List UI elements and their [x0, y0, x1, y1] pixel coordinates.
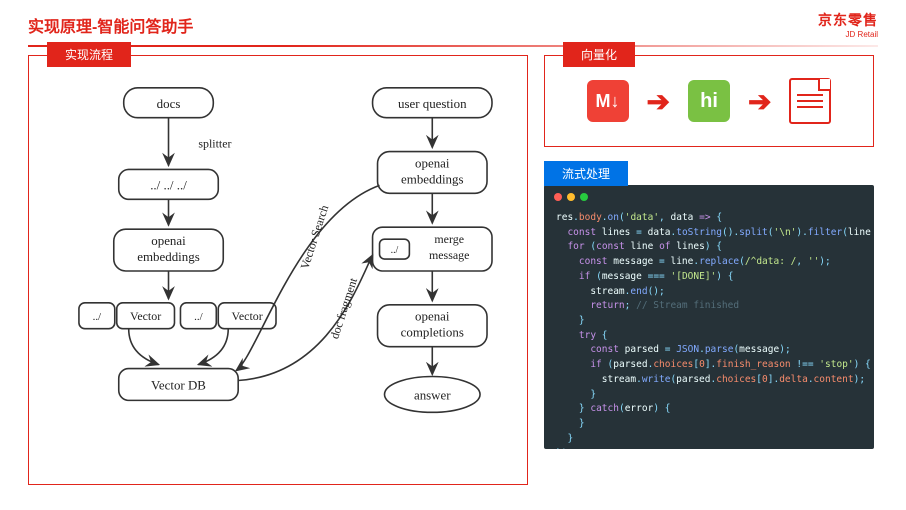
node-chunks: ../ ../ ../ — [150, 177, 187, 192]
right-column: 向量化 M↓ ➔ hi ➔ 流式处理 res.body.on('data', d… — [544, 55, 874, 485]
page-title: 实现原理-智能问答助手 — [28, 13, 193, 37]
divider — [28, 45, 878, 47]
svg-text:embeddings: embeddings — [401, 171, 463, 186]
svg-text:openai: openai — [415, 309, 450, 324]
svg-text:../: ../ — [194, 311, 203, 323]
arrow-icon: ➔ — [748, 85, 771, 118]
edge-splitter: splitter — [198, 137, 231, 151]
brand-cn: 京东零售 — [818, 10, 878, 30]
svg-text:../: ../ — [391, 245, 399, 256]
svg-text:message: message — [429, 248, 469, 262]
edge-vector-search: Vector Search — [297, 203, 331, 271]
vectorize-panel: 向量化 M↓ ➔ hi ➔ — [544, 55, 874, 147]
svg-text:Vector: Vector — [130, 309, 161, 323]
stream-panel: 流式处理 res.body.on('data', data => { const… — [544, 161, 874, 449]
brand-en: JD Retail — [818, 30, 878, 39]
svg-text:openai: openai — [415, 155, 450, 170]
window-traffic-lights — [554, 193, 588, 201]
hi-icon: hi — [688, 80, 730, 122]
flowchart: docs splitter ../ ../ ../ openai embeddi… — [29, 56, 527, 484]
code-block: res.body.on('data', data => { const line… — [544, 185, 874, 449]
vector-pair-2: ../ Vector — [180, 303, 276, 329]
node-embed1-l2: embeddings — [137, 249, 199, 264]
svg-text:../: ../ — [93, 311, 102, 323]
svg-text:merge: merge — [434, 232, 464, 246]
flow-panel: 实现流程 docs splitter ../ ../ ../ openai em… — [28, 55, 528, 485]
vector-pair-1: ../ Vector — [79, 303, 175, 329]
node-vectordb: Vector DB — [151, 377, 206, 392]
node-embed1-l1: openai — [151, 233, 186, 248]
stream-tab: 流式处理 — [544, 161, 628, 186]
node-docs: docs — [157, 96, 181, 111]
edge-doc-fragment: doc fragment — [327, 275, 360, 340]
code-content: res.body.on('data', data => { const line… — [556, 211, 864, 449]
svg-text:Vector: Vector — [232, 309, 263, 323]
arrow-icon: ➔ — [647, 85, 670, 118]
node-answer: answer — [414, 387, 451, 402]
flow-tab: 实现流程 — [47, 42, 131, 67]
brand: 京东零售 JD Retail — [818, 10, 878, 39]
svg-text:completions: completions — [401, 325, 464, 340]
content: 实现流程 docs splitter ../ ../ ../ openai em… — [0, 55, 906, 485]
header: 实现原理-智能问答助手 京东零售 JD Retail — [0, 0, 906, 45]
vectorize-tab: 向量化 — [563, 42, 635, 67]
node-userq: user question — [398, 96, 467, 111]
document-icon — [789, 78, 831, 124]
markdown-icon: M↓ — [587, 80, 629, 122]
